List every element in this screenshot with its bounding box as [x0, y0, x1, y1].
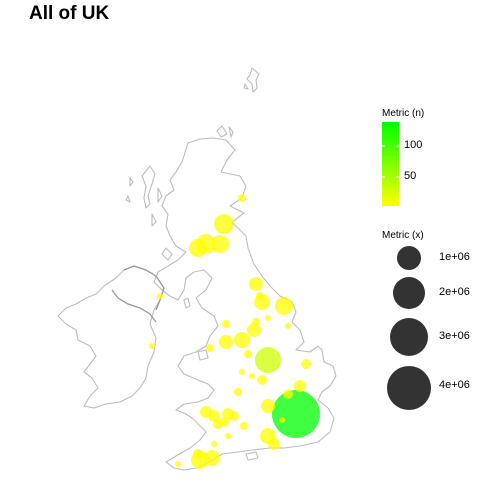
islay-coast: [161, 247, 173, 261]
great-britain-coast: [153, 137, 337, 471]
map-title: All of UK: [29, 3, 110, 24]
size-tick-label-4: 4e+06: [439, 379, 470, 391]
map-point-23: [193, 449, 203, 459]
map-point-15: [219, 335, 233, 349]
ireland-coast: [57, 265, 165, 409]
map-point-10: [234, 332, 250, 348]
map-point-14: [261, 399, 275, 413]
map-point-36: [222, 320, 230, 328]
map-point-33: [234, 388, 242, 396]
map-point-2: [255, 347, 281, 373]
map-point-3: [214, 214, 234, 234]
color-bar: [382, 122, 399, 206]
map-point-5: [189, 239, 207, 257]
color-tick-label-50: 50: [404, 170, 417, 182]
isle-of-man-coast: [183, 297, 191, 309]
color-legend-title: Metric (n): [382, 108, 425, 119]
map-point-32: [256, 292, 264, 300]
size-tick-label-2: 2e+06: [439, 286, 470, 298]
map-point-9: [204, 450, 220, 466]
map-point-24: [213, 419, 223, 429]
map-point-38: [149, 343, 155, 349]
size-key-circle-2: [393, 277, 425, 309]
map-point-40: [211, 441, 217, 447]
size-key-circle-1: [397, 246, 421, 270]
map-point-28: [229, 411, 239, 421]
map-point-20: [200, 406, 212, 418]
size-key-circle-3: [390, 318, 428, 356]
map-point-16: [249, 277, 263, 291]
shetland-coast: [243, 67, 260, 93]
map-point-13: [247, 323, 261, 337]
map-point-37: [157, 293, 163, 299]
map-point-26: [301, 359, 311, 369]
isle-of-wight-coast: [245, 451, 259, 461]
map-point-29: [238, 194, 246, 202]
map-point-19: [268, 438, 280, 450]
map-point-46: [285, 323, 291, 329]
map-point-44: [279, 417, 285, 423]
hebrides-coast: [125, 165, 163, 227]
ni-border: [111, 289, 157, 323]
orkney-coast: [216, 125, 234, 138]
map-point-21: [294, 380, 306, 392]
size-tick-label-1: 1e+06: [439, 251, 470, 263]
map-point-8: [275, 297, 293, 315]
color-tick-label-100: 100: [404, 139, 423, 151]
ni-coast: [123, 265, 165, 311]
points-layer: [149, 194, 320, 469]
map-point-45: [225, 433, 231, 439]
anglesey-coast: [197, 349, 209, 361]
size-legend-title: Metric (x): [382, 230, 424, 241]
map-point-35: [240, 422, 248, 430]
map-point-30: [252, 318, 260, 326]
map-point-31: [244, 350, 252, 358]
map-point-25: [257, 375, 267, 385]
map-point-6: [211, 235, 229, 253]
map-point-39: [175, 461, 181, 467]
map-point-43: [239, 369, 245, 375]
map-point-27: [283, 389, 293, 399]
map-point-41: [249, 373, 255, 379]
map-point-42: [265, 315, 271, 321]
map-point-34: [206, 344, 214, 352]
size-tick-label-3: 3e+06: [439, 330, 470, 342]
map-point-1: [272, 390, 320, 438]
size-key-circle-4: [387, 366, 431, 410]
